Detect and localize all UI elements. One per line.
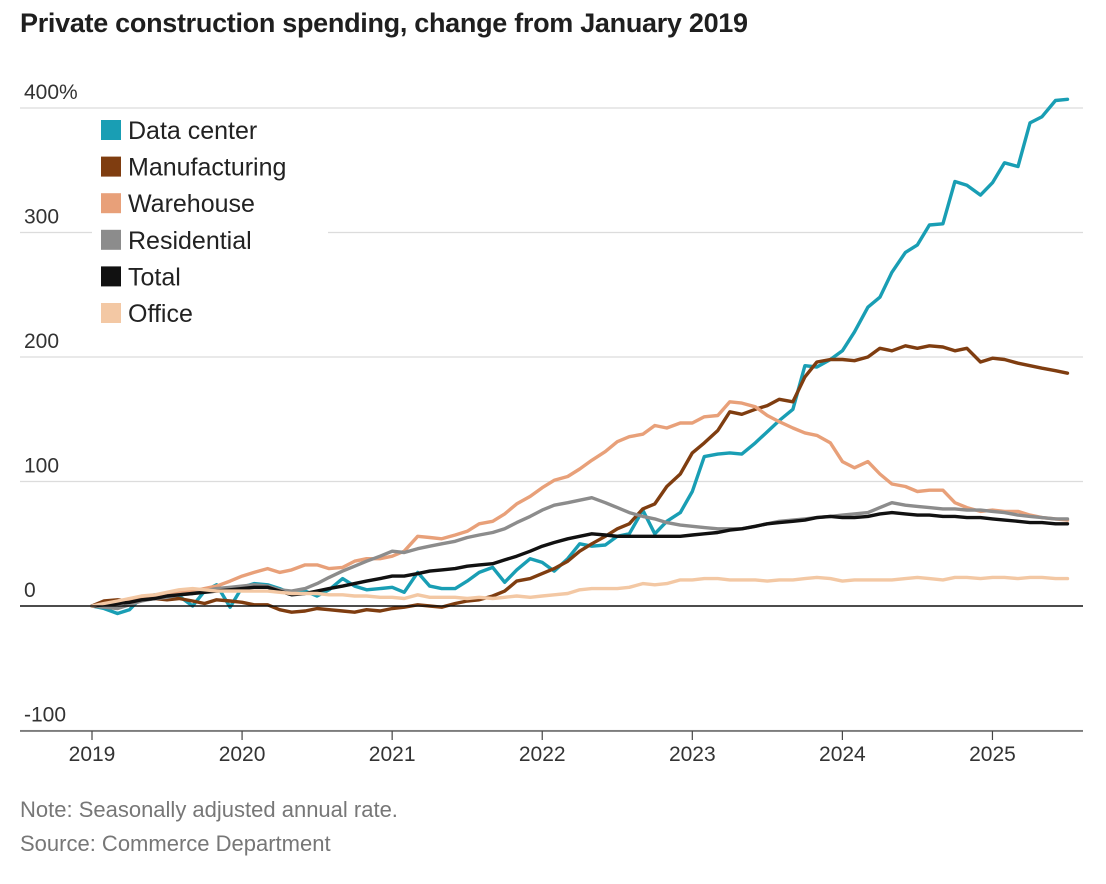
chart-title: Private construction spending, change fr… <box>20 8 748 38</box>
y-tick-label: 300 <box>24 206 59 229</box>
legend-swatch <box>101 303 121 323</box>
chart-note: Note: Seasonally adjusted annual rate. <box>20 797 398 822</box>
series-lines <box>90 97 1070 616</box>
legend-swatch <box>101 193 121 214</box>
series-line-warehouse <box>90 400 1070 608</box>
legend-swatch <box>101 229 121 250</box>
line-chart: -100 0 100 200 300 400% 2019 2020 2021 2022 2023 20… <box>20 81 1083 766</box>
y-tick-label: 100 <box>24 455 59 478</box>
x-tick-label: 2022 <box>519 743 566 766</box>
axes: -100 0 100 200 300 400% 2019 2020 2021 2022 2023 20… <box>20 81 1083 766</box>
x-tick-label: 2025 <box>969 743 1016 766</box>
legend-label: Warehouse <box>128 190 255 218</box>
legend-label: Data center <box>128 117 257 145</box>
series-line-manufacturing <box>90 344 1070 614</box>
x-tick-label: 2021 <box>369 743 416 766</box>
legend-label: Office <box>128 300 193 328</box>
legend-swatch <box>101 156 121 177</box>
legend-swatch <box>101 266 121 287</box>
legend-label: Total <box>128 263 181 291</box>
x-tick-label: 2024 <box>819 743 866 766</box>
legend: Data center Manufacturing Warehouse Residen… <box>92 110 328 332</box>
chart-source: Source: Commerce Department <box>20 831 331 856</box>
legend-background <box>92 110 328 332</box>
y-tick-label: 400% <box>24 81 78 104</box>
y-tick-label: -100 <box>24 704 66 727</box>
legend-label: Manufacturing <box>128 154 286 182</box>
x-tick-label: 2023 <box>669 743 716 766</box>
x-tick-label: 2019 <box>69 743 116 766</box>
legend-label: Residential <box>128 227 252 255</box>
series-line-office <box>90 575 1070 608</box>
y-tick-label: 0 <box>24 579 36 602</box>
x-tick-label: 2020 <box>219 743 266 766</box>
series-line-residential <box>90 496 1070 611</box>
y-tick-label: 200 <box>24 330 59 353</box>
series-line-total <box>90 510 1070 608</box>
legend-swatch <box>101 120 121 140</box>
